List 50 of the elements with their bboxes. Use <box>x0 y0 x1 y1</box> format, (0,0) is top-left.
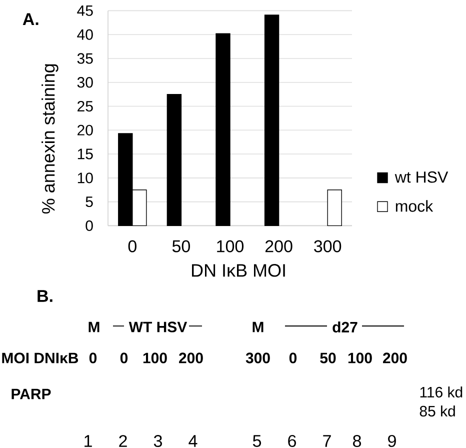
text: PARP <box>12 388 51 400</box>
y-tick-label: 35 <box>77 53 93 64</box>
y-tick-label: 15 <box>78 148 93 160</box>
y-tick-label: 25 <box>78 100 93 112</box>
x-axis-title: DN IκB MOI <box>192 264 285 277</box>
text: 100 <box>348 352 372 364</box>
category-label: 2 <box>119 435 127 447</box>
x-tick-label: 50 <box>172 240 190 252</box>
x-tick-label: 200 <box>265 240 292 252</box>
category-label: 9 <box>388 434 396 448</box>
bar <box>166 94 182 226</box>
bar <box>327 190 342 226</box>
text: M <box>88 322 100 332</box>
y-tick-label: 5 <box>86 196 93 208</box>
category-label: 6 <box>288 434 296 448</box>
y-tick-label: 20 <box>78 124 93 136</box>
y-tick-label: 45 <box>77 5 93 16</box>
text: MOI DNIκB <box>2 352 78 364</box>
x-tick-label: 0 <box>128 240 136 252</box>
text: M <box>252 322 264 332</box>
text: 200 <box>179 352 203 364</box>
legend-label: wt HSV <box>394 171 448 183</box>
bar <box>264 14 280 226</box>
text: 300 <box>246 352 270 364</box>
y-tick-label: 0 <box>86 220 93 232</box>
category-label: 5 <box>252 435 262 447</box>
text: 116 kd <box>420 386 462 398</box>
text: d27 <box>332 321 358 332</box>
x-tick-label: 300 <box>314 240 342 252</box>
bar <box>216 33 230 226</box>
text: WT HSV <box>128 322 188 332</box>
text: 0 <box>289 352 297 364</box>
y-tick-label: 30 <box>77 77 93 88</box>
text: B. <box>38 290 52 302</box>
text: 85 kd <box>420 405 455 416</box>
text: 0 <box>120 352 128 364</box>
category-label: 4 <box>188 435 198 447</box>
chart-title: A. <box>22 13 38 25</box>
category-label: 1 <box>84 435 92 447</box>
x-tick-label: 100 <box>217 240 244 252</box>
y-tick-label: 40 <box>77 29 93 40</box>
y-axis-title: % annexin staining <box>42 64 58 214</box>
category-label: 3 <box>154 434 162 448</box>
y-tick-label: 10 <box>78 172 93 184</box>
text: 100 <box>143 352 167 364</box>
category-label: 7 <box>323 435 331 447</box>
category-label: 8 <box>353 434 361 448</box>
legend-label: mock <box>396 200 434 212</box>
text: 50 <box>320 352 336 364</box>
text: 200 <box>383 352 407 364</box>
